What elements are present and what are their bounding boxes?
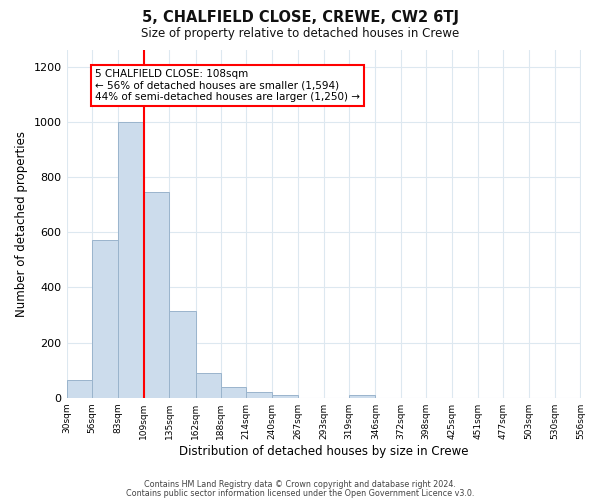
- Bar: [118, 122, 144, 398]
- Text: Size of property relative to detached houses in Crewe: Size of property relative to detached ho…: [141, 28, 459, 40]
- Bar: [221, 386, 247, 398]
- Y-axis label: Number of detached properties: Number of detached properties: [15, 131, 28, 317]
- Bar: [67, 380, 92, 398]
- Bar: [144, 192, 169, 398]
- Bar: [169, 311, 196, 398]
- X-axis label: Distribution of detached houses by size in Crewe: Distribution of detached houses by size …: [179, 444, 468, 458]
- Bar: [196, 373, 221, 398]
- Bar: [92, 240, 118, 398]
- Bar: [247, 392, 272, 398]
- Text: Contains HM Land Registry data © Crown copyright and database right 2024.: Contains HM Land Registry data © Crown c…: [144, 480, 456, 489]
- Bar: [272, 395, 298, 398]
- Text: 5, CHALFIELD CLOSE, CREWE, CW2 6TJ: 5, CHALFIELD CLOSE, CREWE, CW2 6TJ: [142, 10, 458, 25]
- Text: 5 CHALFIELD CLOSE: 108sqm
← 56% of detached houses are smaller (1,594)
44% of se: 5 CHALFIELD CLOSE: 108sqm ← 56% of detac…: [95, 69, 360, 102]
- Text: Contains public sector information licensed under the Open Government Licence v3: Contains public sector information licen…: [126, 488, 474, 498]
- Bar: [349, 395, 376, 398]
